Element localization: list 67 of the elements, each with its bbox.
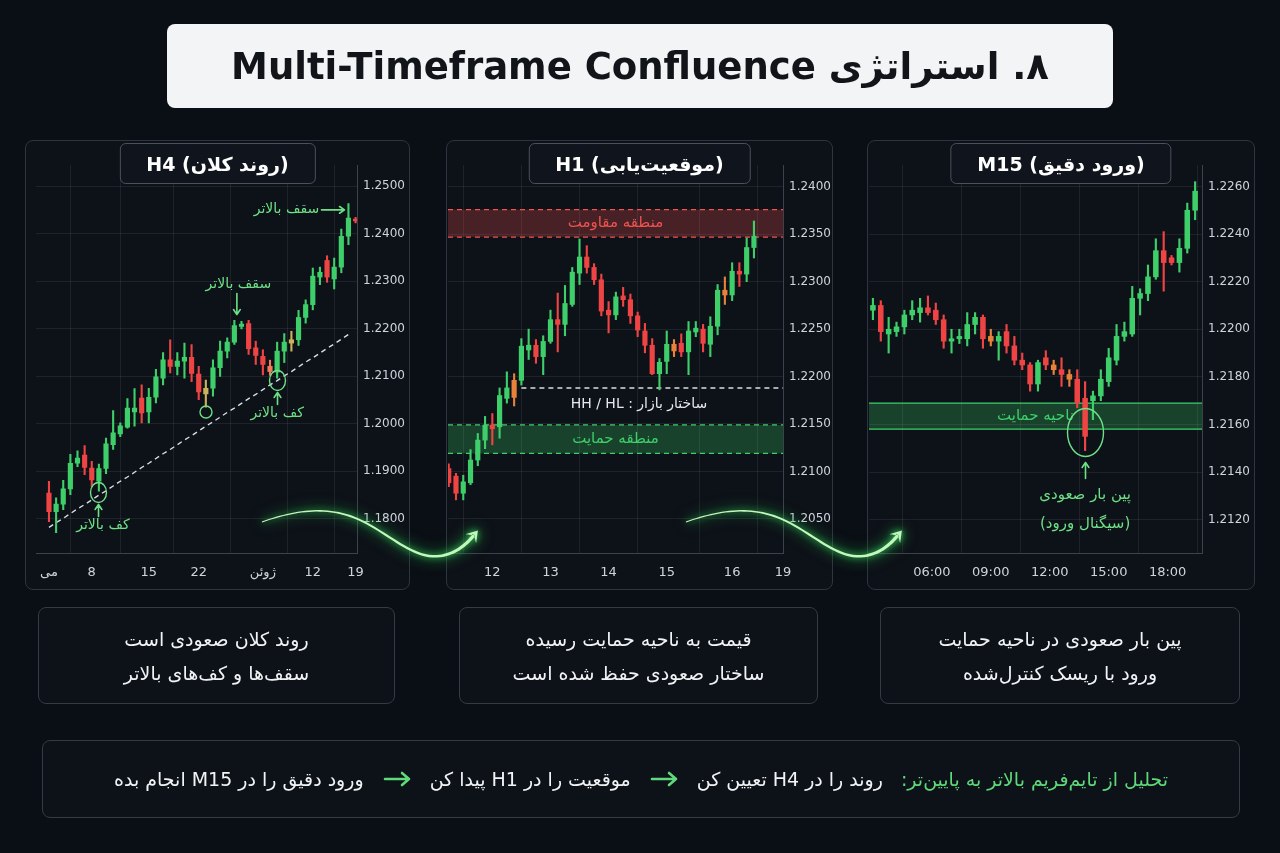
- band-label: منطقه حمایت: [572, 429, 659, 448]
- y-tick-label: 1.2120: [1208, 511, 1250, 526]
- text: تحلیل از تایم‌فریم بالاتر به پایین‌تر:: [900, 768, 1168, 790]
- x-tick-label: 8: [87, 564, 96, 580]
- annotation: کف بالاتر: [75, 515, 130, 533]
- text: ۸. استراتژی Multi-Timeframe Confluence: [231, 44, 1049, 88]
- x-tick-label: 12: [304, 564, 322, 580]
- y-tick-label: 1.1800: [363, 510, 405, 525]
- text: روند را در H4 تعیین کن: [696, 768, 883, 790]
- text: پین بار صعودی در ناحیه حمایت: [938, 627, 1182, 650]
- y-tick-label: 1.2300: [363, 273, 405, 288]
- y-tick-label: 1.2400: [363, 225, 405, 240]
- y-tick-label: 1.2350: [789, 226, 831, 241]
- y-tick-label: 1.2200: [1208, 321, 1250, 336]
- x-tick-label: 19: [774, 564, 792, 580]
- band-label: منطقه مقاومت: [567, 213, 664, 232]
- y-tick-label: 1.2400: [789, 178, 831, 193]
- x-tick-label: ژوئن: [249, 564, 276, 581]
- chart-title: H4 (روند کلان): [119, 143, 316, 184]
- y-tick-label: 1.2180: [1208, 368, 1250, 383]
- chart-title: M15 (ورود دقیق): [950, 143, 1172, 184]
- y-tick-label: 1.2150: [789, 416, 831, 431]
- y-tick-label: 1.2200: [363, 320, 405, 335]
- text: موقعیت را در H1 پیدا کن: [429, 768, 631, 790]
- x-tick-label: 15: [140, 564, 158, 580]
- text: ورود با ریسک کنترل‌شده: [962, 661, 1158, 684]
- band-label: ناحیه حمایت: [997, 406, 1074, 425]
- y-tick-label: 1.2050: [789, 510, 831, 525]
- y-tick-label: 1.2140: [1208, 464, 1250, 479]
- x-tick-label: 19: [347, 564, 364, 580]
- text: روند کلان صعودی است: [124, 627, 309, 650]
- y-tick-label: 1.2200: [789, 368, 831, 383]
- annotation: پین بار صعودی (سیگنال ورود): [1039, 484, 1131, 532]
- y-tick-label: 1.2260: [1208, 178, 1250, 193]
- x-tick-label: 12:00: [1031, 564, 1069, 580]
- x-tick-label: می: [40, 564, 58, 580]
- x-tick-label: 14: [600, 564, 617, 580]
- text: ورود دقیق را در M15 انجام بده: [114, 768, 364, 790]
- candlestick: [1058, 357, 1065, 387]
- y-tick-label: 1.2500: [363, 178, 405, 193]
- y-tick-label: 1.2240: [1208, 226, 1250, 241]
- annotation: ساختار بازار : HH / HL: [570, 394, 708, 412]
- y-tick-label: 1.1900: [363, 463, 405, 478]
- annotation: سقف بالاتر: [252, 200, 320, 218]
- candlestick: [576, 238, 583, 285]
- x-tick-label: 06:00: [913, 564, 951, 580]
- y-tick-label: 1.2220: [1208, 273, 1250, 288]
- annotation: کف بالاتر: [249, 403, 305, 421]
- x-tick-label: 13: [542, 564, 559, 580]
- x-tick-label: 09:00: [972, 564, 1010, 580]
- y-tick-label: 1.2100: [363, 368, 405, 383]
- x-tick-label: 18:00: [1148, 564, 1187, 580]
- y-tick-label: 1.2100: [789, 463, 831, 478]
- x-tick-label: 15:00: [1089, 564, 1128, 580]
- y-tick-label: 1.2160: [1208, 416, 1250, 431]
- annotation: سقف بالاتر: [204, 274, 272, 292]
- chart-title: H1 (موقعیت‌یابی): [528, 143, 751, 184]
- x-tick-label: 15: [658, 564, 675, 580]
- y-tick-label: 1.2000: [363, 415, 405, 430]
- x-tick-label: 16: [723, 564, 741, 580]
- x-tick-label: 22: [190, 564, 207, 580]
- text: سقف‌ها و کف‌های بالاتر: [123, 661, 310, 684]
- y-tick-label: 1.2250: [789, 321, 831, 336]
- text: قیمت به ناحیه حمایت رسیده: [525, 627, 752, 650]
- y-tick-label: 1.2300: [789, 273, 831, 288]
- x-tick-label: 12: [484, 564, 501, 580]
- text: ساختار صعودی حفظ شده است: [512, 661, 765, 684]
